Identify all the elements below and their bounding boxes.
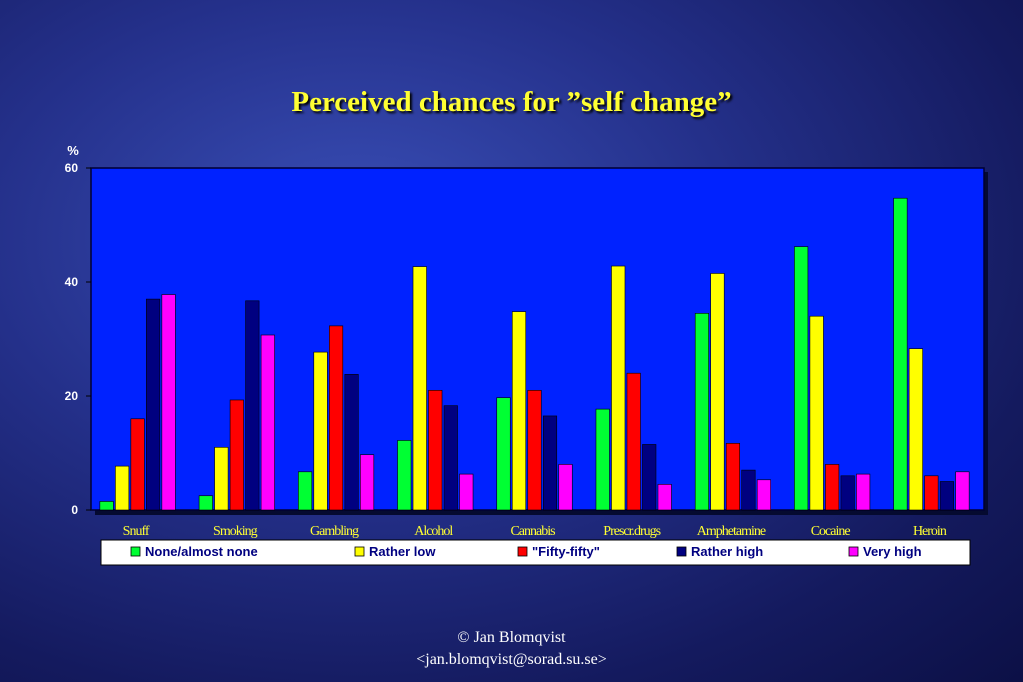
bar-smoking-series-2 bbox=[214, 446, 229, 511]
bar-cannabis-series-3 bbox=[527, 389, 542, 511]
bar-gambling-series-4 bbox=[344, 374, 359, 511]
footer-email: <jan.blomqvist@sorad.su.se> bbox=[416, 651, 607, 668]
bar-alcohol-series-4 bbox=[443, 405, 458, 511]
legend-swatch bbox=[354, 546, 365, 557]
bar-snuff-series-3 bbox=[130, 418, 145, 511]
bar-cocaine-series-2 bbox=[809, 315, 824, 511]
bar-snuff-series-4 bbox=[146, 298, 161, 511]
bar-amphetamine-series-2 bbox=[710, 273, 725, 511]
bar-smoking-series-4 bbox=[245, 300, 260, 511]
bar-cannabis-series-2 bbox=[511, 311, 527, 511]
bar-snuff-series-2 bbox=[115, 465, 130, 511]
bar-amphetamine-series-1 bbox=[694, 313, 709, 511]
bar-gambling-series-5 bbox=[360, 454, 375, 511]
bar-prescr-drugs-series-5 bbox=[657, 484, 672, 511]
legend-label: Rather low bbox=[369, 544, 436, 559]
x-tick-label: Prescr.drugs bbox=[603, 524, 660, 539]
x-tick-label: Cocaine bbox=[811, 524, 851, 539]
y-tick-label: 60 bbox=[65, 161, 79, 175]
bar-prescr-drugs-series-2 bbox=[611, 265, 626, 511]
bar-cannabis-series-1 bbox=[496, 397, 511, 511]
y-axis-label: % bbox=[67, 143, 79, 158]
bar-alcohol-series-2 bbox=[412, 266, 427, 511]
bar-heroin-series-4 bbox=[939, 481, 954, 511]
legend-swatch bbox=[130, 546, 141, 557]
bar-gambling-series-1 bbox=[298, 471, 313, 511]
x-tick-label: Alcohol bbox=[414, 524, 453, 539]
bar-cocaine-series-1 bbox=[794, 246, 809, 511]
bar-smoking-series-5 bbox=[260, 334, 275, 511]
x-tick-label: Smoking bbox=[213, 524, 258, 539]
x-tick-label: Amphetamine bbox=[697, 524, 766, 539]
bar-amphetamine-series-5 bbox=[756, 479, 771, 511]
bar-cocaine-series-4 bbox=[840, 475, 855, 511]
legend-label: Rather high bbox=[691, 544, 763, 559]
bar-cocaine-series-3 bbox=[825, 464, 840, 511]
bar-prescr-drugs-series-4 bbox=[642, 444, 657, 511]
footer-copyright: © Jan Blomqvist bbox=[457, 629, 566, 646]
y-tick-label: 0 bbox=[71, 503, 78, 517]
bar-prescr-drugs-series-3 bbox=[626, 372, 641, 511]
bar-heroin-series-2 bbox=[908, 348, 923, 511]
bar-snuff-series-5 bbox=[161, 294, 176, 511]
bar-amphetamine-series-3 bbox=[725, 443, 740, 511]
legend-swatch bbox=[848, 546, 859, 557]
bar-heroin-series-5 bbox=[955, 471, 970, 511]
legend-label: "Fifty-fifty" bbox=[532, 544, 600, 559]
bar-alcohol-series-3 bbox=[428, 389, 443, 511]
bar-cocaine-series-5 bbox=[856, 473, 871, 511]
bar-amphetamine-series-4 bbox=[741, 469, 756, 511]
legend-label: Very high bbox=[863, 544, 922, 559]
x-tick-label: Heroin bbox=[913, 524, 947, 539]
bar-smoking-series-3 bbox=[229, 399, 244, 511]
y-tick-label: 40 bbox=[65, 275, 79, 289]
legend-box bbox=[100, 539, 971, 566]
bar-gambling-series-3 bbox=[329, 325, 344, 511]
bar-prescr-drugs-series-1 bbox=[595, 408, 610, 511]
bar-alcohol-series-5 bbox=[459, 473, 474, 511]
bar-cannabis-series-4 bbox=[542, 415, 558, 511]
bar-cannabis-series-5 bbox=[558, 464, 573, 511]
bar-heroin-series-1 bbox=[893, 197, 908, 511]
bar-snuff-series-1 bbox=[99, 501, 114, 511]
bar-gambling-series-2 bbox=[313, 351, 328, 511]
x-tick-label: Snuff bbox=[123, 524, 150, 539]
bar-alcohol-series-1 bbox=[397, 440, 412, 511]
slide-title: Perceived chances for ”self change” bbox=[291, 86, 732, 118]
x-tick-label: Gambling bbox=[310, 524, 359, 539]
legend-label: None/almost none bbox=[145, 544, 258, 559]
legend-swatch bbox=[517, 546, 528, 557]
legend-swatch bbox=[676, 546, 687, 557]
x-tick-label: Cannabis bbox=[510, 524, 555, 539]
bar-smoking-series-1 bbox=[198, 495, 213, 511]
y-tick-label: 20 bbox=[65, 389, 79, 403]
bar-heroin-series-3 bbox=[924, 475, 939, 511]
footer: © Jan Blomqvist <jan.blomqvist@sorad.su.… bbox=[0, 627, 1023, 671]
